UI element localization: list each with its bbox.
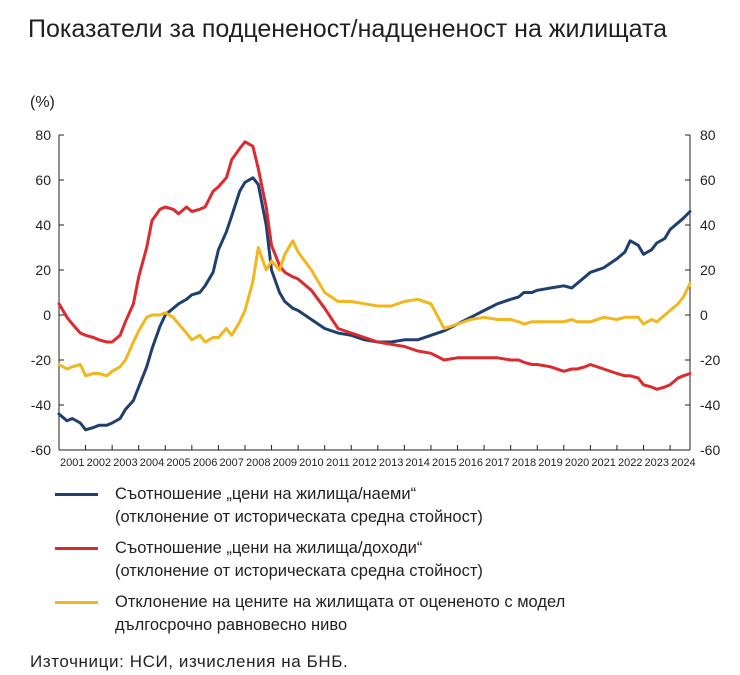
y-tick-label-left: 0 <box>43 307 51 323</box>
x-tick-label: 2004 <box>140 457 164 469</box>
y-tick-label-left: 60 <box>35 172 51 188</box>
x-tick-label: 2024 <box>671 457 695 469</box>
x-tick-label: 2014 <box>405 457 429 469</box>
x-tick-label: 2015 <box>432 457 456 469</box>
x-tick-label: 2017 <box>485 457 509 469</box>
x-tick-label: 2023 <box>645 457 669 469</box>
x-tick-label: 2009 <box>273 457 297 469</box>
y-tick-label-left: 20 <box>35 262 51 278</box>
legend-swatch-red <box>55 547 98 550</box>
y-tick-label-left: 80 <box>35 127 51 143</box>
legend-label-price-to-rent: Съотношение „цени на жилища/наеми“ <box>115 485 417 503</box>
x-tick-label: 2012 <box>352 457 376 469</box>
y-tick-label-right: -40 <box>700 397 720 413</box>
series-line-3 <box>57 239 692 378</box>
x-tick-label: 2010 <box>299 457 323 469</box>
x-tick-label: 2003 <box>113 457 137 469</box>
legend-label-model-deviation: Отклонение на цените на жилищата от оцен… <box>115 593 566 611</box>
x-tick-label: 2016 <box>459 457 483 469</box>
x-tick-label: 2021 <box>591 457 615 469</box>
y-tick-label-left: 40 <box>35 217 51 233</box>
y-tick-label-left: -60 <box>31 442 51 458</box>
series-line-2 <box>57 140 692 391</box>
legend-swatch-yellow <box>55 601 98 604</box>
x-tick-label: 2018 <box>512 457 536 469</box>
y-tick-label-right: -20 <box>700 352 720 368</box>
y-tick-label-right: -60 <box>700 442 720 458</box>
x-tick-label: 2008 <box>246 457 270 469</box>
legend-sublabel-price-to-income: (отклонение от историческата средна стой… <box>115 562 483 580</box>
chart-title: Показатели за подцененост/надцененост на… <box>28 15 668 43</box>
y-tick-label-right: 0 <box>700 307 708 323</box>
legend-label-price-to-income: Съотношение „цени на жилища/доходи“ <box>115 539 423 557</box>
x-tick-label: 2001 <box>60 457 84 469</box>
y-tick-label-right: 60 <box>700 172 716 188</box>
y-tick-label-right: 40 <box>700 217 716 233</box>
series-line-1 <box>57 176 692 432</box>
x-tick-label: 2020 <box>565 457 589 469</box>
legend-sublabel-price-to-rent: (отклонение от историческата средна стой… <box>115 508 483 526</box>
y-axis-unit-label: (%) <box>30 94 55 111</box>
y-tick-label-left: -20 <box>31 352 51 368</box>
y-tick-label-right: 80 <box>700 127 716 143</box>
x-tick-label: 2013 <box>379 457 403 469</box>
chart-series <box>57 140 692 432</box>
x-tick-label: 2006 <box>193 457 217 469</box>
x-tick-label: 2022 <box>618 457 642 469</box>
legend-swatch-blue <box>55 493 98 496</box>
x-tick-label: 2007 <box>219 457 243 469</box>
x-tick-label: 2019 <box>538 457 562 469</box>
source-note: Източници: НСИ, изчисления на БНБ. <box>30 652 349 671</box>
y-tick-label-right: 20 <box>700 262 716 278</box>
legend-sublabel-model-deviation: дългосрочно равновесно ниво <box>115 616 348 634</box>
y-tick-label-left: -40 <box>31 397 51 413</box>
x-tick-label: 2005 <box>166 457 190 469</box>
x-tick-label: 2002 <box>87 457 111 469</box>
x-tick-label: 2011 <box>326 457 350 469</box>
